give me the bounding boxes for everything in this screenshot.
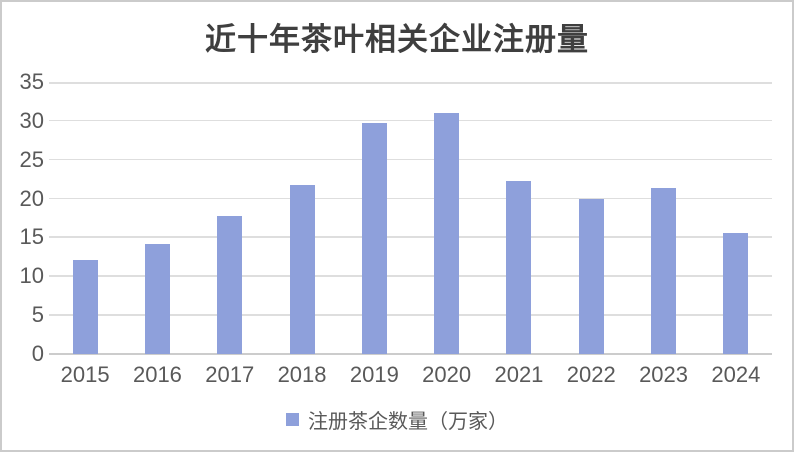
x-tick-label: 2018: [277, 362, 327, 387]
y-tick-label: 0: [31, 341, 44, 366]
x-axis-baseline: [49, 353, 772, 355]
gridline: [49, 158, 772, 161]
bar-2024: [723, 232, 749, 354]
x-tick-label: 2024: [711, 362, 761, 387]
y-tick-label: 10: [19, 263, 44, 289]
y-tick-label: 15: [19, 224, 44, 250]
y-tick-label: 35: [19, 69, 44, 94]
legend-swatch-icon: [286, 413, 299, 426]
x-tick-label: 2015: [60, 362, 110, 387]
legend: 注册茶企数量（万家）: [2, 405, 792, 434]
x-tick-label: 2020: [422, 362, 472, 387]
chart-title: 近十年茶叶相关企业注册量: [205, 22, 589, 58]
x-tick-label: 2019: [349, 362, 399, 387]
bar-2021: [506, 181, 532, 354]
y-tick-label: 25: [19, 146, 44, 172]
x-tick-label: 2022: [566, 362, 616, 387]
y-tick-label: 30: [19, 107, 44, 133]
gridline: [49, 197, 772, 200]
x-tick-label: 2017: [205, 362, 255, 387]
bar-2023: [651, 187, 677, 354]
gridline: [49, 119, 772, 122]
x-tick-label: 2021: [494, 362, 544, 387]
bar-2018: [289, 184, 315, 354]
gridline: [49, 236, 772, 238]
bar-2017: [217, 215, 243, 354]
gridline: [49, 314, 772, 316]
bar-2022: [578, 198, 604, 354]
gridline: [49, 275, 772, 277]
x-tick-label: 2023: [639, 362, 689, 387]
bar-2019: [361, 123, 387, 354]
y-tick-label: 20: [19, 185, 44, 211]
legend-label: 注册茶企数量（万家）: [308, 409, 508, 433]
bar-2016: [144, 244, 170, 354]
bar-2020: [434, 113, 460, 354]
y-tick-label: 5: [31, 302, 44, 328]
gridline: [49, 82, 772, 84]
bar-2015: [72, 259, 98, 354]
x-tick-label: 2016: [132, 362, 182, 387]
plot-area: [49, 82, 772, 355]
